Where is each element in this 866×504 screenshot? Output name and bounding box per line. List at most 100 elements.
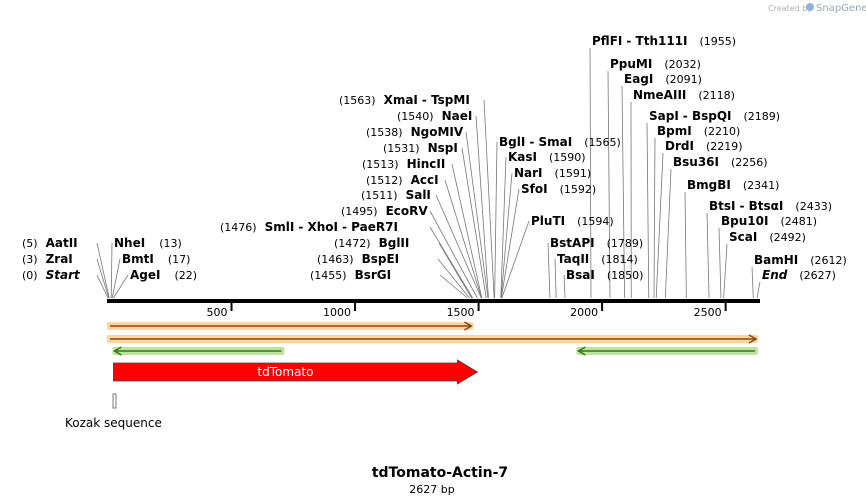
site-name: NarI xyxy=(514,166,543,180)
site-leader xyxy=(723,243,728,299)
site-leader xyxy=(500,188,520,299)
site-label: SfoI (1592) xyxy=(521,182,596,196)
site-leader xyxy=(756,281,761,299)
site-name: Bpu10I xyxy=(721,214,768,228)
restriction-site: End (2627) xyxy=(762,268,836,282)
site-position: (1850) xyxy=(607,269,644,282)
ruler-tick-label: 2500 xyxy=(694,306,722,319)
restriction-site: (1540) NaeI xyxy=(397,109,472,123)
restriction-site: Bsu36I (2256) xyxy=(673,155,768,169)
restriction-site: (1538) NgoMIV xyxy=(366,125,464,139)
site-label: NheI (13) xyxy=(114,236,182,250)
site-leader xyxy=(465,131,489,299)
restriction-site: (1455) BsrGI xyxy=(310,268,391,282)
site-labels: (0) Start (3) ZraI (5) AatII AgeI (22) BmtI (17) N… xyxy=(22,34,847,282)
site-label: (1463) BspEI xyxy=(317,252,399,266)
primer-arrowhead xyxy=(464,321,473,331)
site-name: SapI xyxy=(649,109,679,123)
site-leader xyxy=(494,141,498,299)
site-leader xyxy=(483,99,495,299)
site-position: (5) xyxy=(22,237,38,250)
site-position: (1531) xyxy=(383,142,420,155)
primers xyxy=(107,321,758,356)
site-label: (1472) BglII xyxy=(334,236,409,250)
site-leader xyxy=(500,156,507,299)
site-name: NgoMIV xyxy=(411,125,464,139)
site-name: ScaI xyxy=(729,230,757,244)
restriction-site: KasI (1590) xyxy=(508,150,586,164)
site-label: (3) ZraI xyxy=(22,252,73,266)
site-name: - Tth111I xyxy=(626,34,687,48)
feature-tdtomato: tdTomato xyxy=(113,359,479,385)
site-name: BglII xyxy=(379,236,410,250)
site-label: BmtI (17) xyxy=(122,252,190,266)
site-name: SfoI xyxy=(521,182,548,196)
site-name: PflFI xyxy=(592,34,622,48)
site-position: (2256) xyxy=(731,156,768,169)
site-leader xyxy=(607,70,611,299)
site-position: (2341) xyxy=(743,179,780,192)
site-label: BamHI (2612) xyxy=(754,253,847,267)
site-position: (1472) xyxy=(334,237,371,250)
site-position: (2118) xyxy=(698,89,735,102)
site-position: (2189) xyxy=(744,110,781,123)
site-name: - PaeR7I xyxy=(342,220,398,234)
restriction-site: TaqII (1814) xyxy=(557,252,638,266)
restriction-site: ScaI (2492) xyxy=(729,230,806,244)
site-leader xyxy=(563,274,566,299)
restriction-site: BpmI (2210) xyxy=(657,124,740,138)
site-position: (1511) xyxy=(361,189,398,202)
feature-arrow xyxy=(113,359,479,385)
site-position: (2210) xyxy=(704,125,741,138)
site-position: (1512) xyxy=(366,174,403,187)
site-position: (1563) xyxy=(339,94,376,107)
restriction-site: BamHI (2612) xyxy=(754,253,847,267)
restriction-site: SfoI (1592) xyxy=(521,182,596,196)
primer-arrowhead xyxy=(112,346,122,356)
site-label: EagI (2091) xyxy=(624,72,702,86)
site-leader xyxy=(444,179,482,299)
site-position: (1814) xyxy=(601,253,638,266)
site-name: BamHI xyxy=(754,253,798,267)
site-name: BstAPI xyxy=(550,236,595,250)
site-leader xyxy=(96,258,110,299)
site-position: (3) xyxy=(22,253,38,266)
ruler-tick-label: 1500 xyxy=(447,306,475,319)
site-name: NheI xyxy=(114,236,145,250)
site-name: BspEI xyxy=(362,252,400,266)
site-name: BmtI xyxy=(122,252,154,266)
restriction-site: (1563) XmaI - TspMI xyxy=(339,93,470,107)
restriction-site: BmgBI (2341) xyxy=(687,178,779,192)
site-position: (22) xyxy=(174,269,197,282)
site-position: (1455) xyxy=(310,269,347,282)
restriction-site: (5) AatII xyxy=(22,236,78,250)
features: tdTomato Kozak sequence xyxy=(65,359,479,430)
site-name: BsaI xyxy=(566,268,595,282)
site-position: (1565) xyxy=(584,136,621,149)
restriction-site: PluTI (1594) xyxy=(531,214,614,228)
site-leader xyxy=(429,210,478,299)
site-leader xyxy=(718,227,722,299)
site-position: (2091) xyxy=(665,73,702,86)
site-label: NarI (1591) xyxy=(514,166,591,180)
site-name: XmaI xyxy=(384,93,418,107)
site-label: BtsI - BtsαI (2433) xyxy=(709,199,832,213)
site-position: (1590) xyxy=(549,151,586,164)
site-name: Bsu36I xyxy=(673,155,719,169)
site-position: (2612) xyxy=(810,254,847,267)
site-name: DrdI xyxy=(665,139,694,153)
site-leader xyxy=(655,152,664,299)
site-name: AgeI xyxy=(130,268,160,282)
site-label: TaqII (1814) xyxy=(557,252,638,266)
restriction-site: (1511) SalI xyxy=(361,188,431,202)
site-position: (1955) xyxy=(700,35,737,48)
site-leader xyxy=(475,115,489,299)
site-label: (1513) HincII xyxy=(362,157,445,171)
restriction-site: SapI - BspQI (2189) xyxy=(649,109,780,123)
site-label: End (2627) xyxy=(762,268,836,282)
site-position: (1592) xyxy=(560,183,597,196)
site-label: PflFI - Tth111I (1955) xyxy=(592,34,736,48)
site-leader xyxy=(439,274,468,299)
site-position: (13) xyxy=(159,237,182,250)
site-name: SmlI xyxy=(265,220,295,234)
